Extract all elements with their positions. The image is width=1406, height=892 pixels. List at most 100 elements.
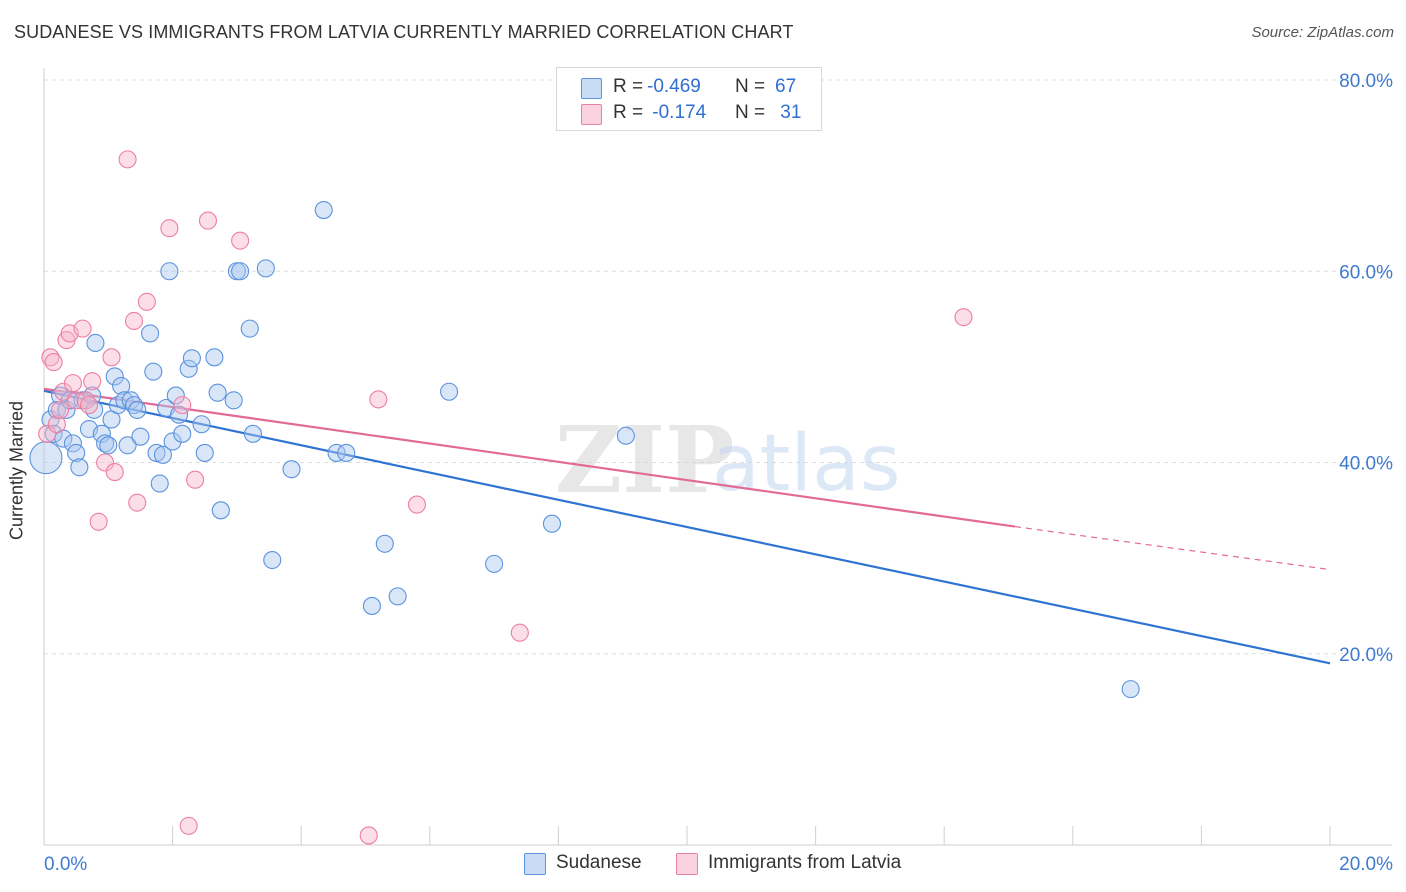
sudanese-point (211, 501, 230, 520)
latvia-point (76, 391, 95, 410)
latvia-point (510, 623, 529, 642)
sudanese-point (92, 424, 111, 443)
latvia-point (83, 372, 102, 391)
sudanese-point (337, 443, 356, 462)
legend-swatch-sudanese (581, 78, 602, 99)
sudanese-point (282, 460, 301, 479)
latvia-point (124, 311, 144, 331)
axes-layer (43, 68, 1392, 846)
legend-n-label: N = (735, 102, 771, 123)
latvia-point (359, 826, 378, 845)
sudanese-point (224, 391, 243, 410)
sudanese-point (179, 359, 198, 378)
sudanese-point (150, 474, 169, 493)
y-tick-label: 20.0% (1339, 645, 1393, 666)
points-layer (29, 150, 1140, 845)
latvia-point (47, 415, 66, 434)
sudanese-point (153, 445, 173, 464)
sudanese-point (182, 349, 201, 368)
latvia-trend-line-extension (1014, 525, 1331, 571)
sudanese-point (160, 262, 179, 281)
sudanese-point (96, 434, 115, 453)
sudanese-point (121, 391, 140, 410)
y-tick-label: 40.0% (1339, 454, 1393, 475)
sudanese-point (67, 443, 86, 462)
trend-layer (43, 387, 1331, 665)
sudanese-point (375, 534, 394, 553)
latvia-point (38, 424, 57, 443)
latvia-point (105, 463, 124, 482)
sudanese-point (166, 386, 185, 405)
latvia-point (79, 396, 99, 415)
sudanese-point (1121, 680, 1140, 699)
legend-r-label: R = (613, 102, 649, 123)
sudanese-point (105, 367, 124, 386)
sudanese-point (263, 550, 282, 570)
sudanese-point (195, 443, 214, 462)
sudanese-point (240, 319, 259, 338)
latvia-point (186, 470, 205, 489)
legend-r-label: R = (613, 76, 649, 97)
sudanese-point (70, 458, 89, 477)
legend-row-latvia: R = -0.174 N = 31 (581, 102, 801, 126)
sudanese-point (192, 415, 211, 434)
latvia-point (179, 816, 198, 835)
watermark-zip: ZIP (555, 406, 734, 514)
sudanese-point (169, 405, 189, 424)
x-tick-label: 20.0% (1339, 854, 1393, 875)
legend-n-label: N = (735, 76, 771, 97)
legend-r-value: -0.469 (647, 76, 701, 97)
latvia-point (44, 353, 63, 372)
latvia-point (173, 396, 192, 415)
sudanese-trend-line (43, 389, 1331, 665)
latvia-point (63, 374, 82, 393)
legend-swatch-latvia (581, 104, 602, 125)
legend-r-value: -0.174 (647, 102, 707, 123)
sudanese-point (141, 324, 160, 343)
sudanese-point (163, 432, 182, 451)
sudanese-point (144, 362, 163, 381)
latvia-point (51, 400, 70, 419)
sudanese-point (173, 424, 192, 443)
legend-row-sudanese: R = -0.469 N = 67 (581, 76, 796, 100)
latvia-point (73, 319, 92, 338)
sudanese-point (327, 443, 346, 462)
chart-source: Source: ZipAtlas.com (1251, 24, 1394, 41)
sudanese-point (112, 376, 131, 396)
x-tick-label: 0.0% (44, 854, 87, 875)
sudanese-point (388, 587, 407, 606)
sudanese-point (57, 400, 76, 419)
bottom-legend-label-sudanese: Sudanese (556, 852, 642, 873)
sudanese-point (86, 333, 105, 353)
sudanese-point (208, 383, 227, 402)
sudanese-point (128, 400, 147, 419)
legend-n-value: 31 (775, 102, 802, 123)
sudanese-point (147, 443, 166, 462)
latvia-point (231, 231, 250, 250)
tick-labels-layer: 20.0% 40.0% 60.0% 80.0% 0.0% 20.0% (44, 71, 1393, 875)
latvia-point (407, 495, 426, 514)
latvia-point (41, 348, 60, 367)
sudanese-point (616, 426, 635, 445)
latvia-trend-line (43, 387, 1016, 528)
watermark-atlas: atlas (712, 419, 901, 509)
latvia-point (96, 453, 115, 472)
latvia-point (128, 493, 147, 512)
bottom-legend-swatch-latvia (676, 853, 698, 875)
sudanese-point (131, 427, 150, 446)
y-tick-label: 80.0% (1339, 71, 1393, 92)
sudanese-point (362, 596, 381, 615)
sudanese-point (124, 396, 144, 415)
latvia-point (160, 219, 179, 238)
chart-title: SUDANESE VS IMMIGRANTS FROM LATVIA CURRE… (14, 22, 794, 42)
latvia-point (102, 348, 121, 367)
sudanese-point (542, 514, 562, 533)
correlation-legend: R = -0.469 N = 67 R = -0.174 N = 31 (556, 67, 822, 131)
sudanese-point (314, 201, 333, 220)
legend-n-value: 67 (775, 76, 797, 97)
latvia-point (954, 308, 973, 327)
latvia-point (137, 292, 156, 311)
y-axis-label: Currently Married (6, 400, 27, 541)
latvia-point (198, 211, 218, 230)
